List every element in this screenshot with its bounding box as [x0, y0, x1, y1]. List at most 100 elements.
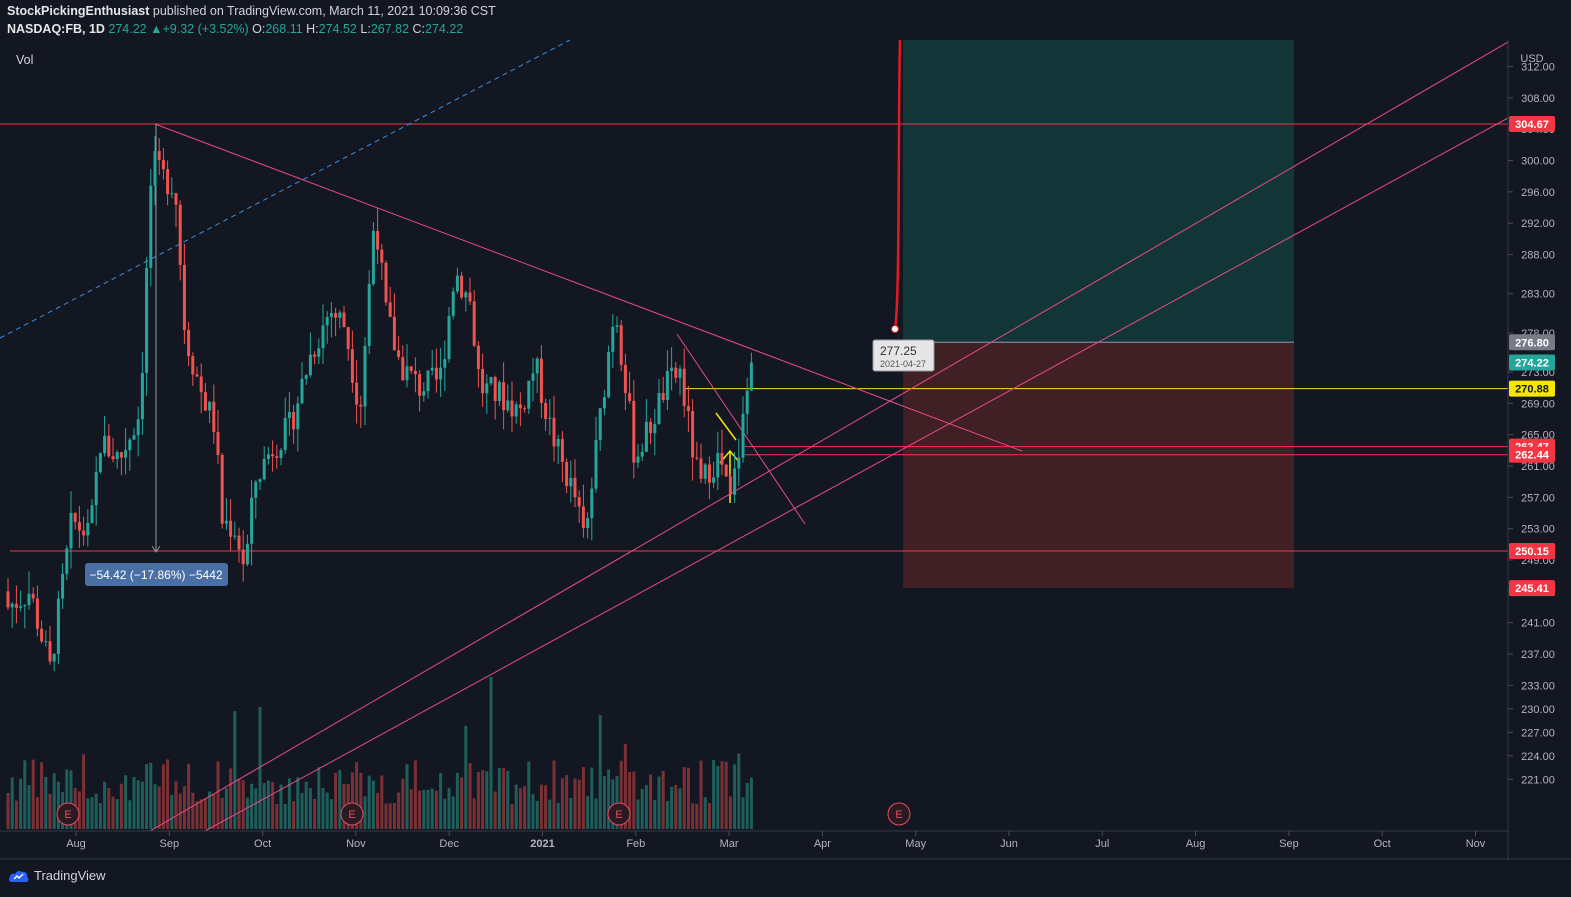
candle-body — [170, 193, 174, 195]
candle-body — [418, 374, 422, 396]
volume-bar — [422, 789, 426, 829]
price-label: 245.41 — [1509, 580, 1555, 597]
volume-bar — [31, 759, 35, 829]
volume-bar — [476, 771, 480, 829]
candle-body — [187, 330, 191, 357]
candle-body — [497, 382, 501, 402]
candle-body — [405, 366, 409, 381]
profit-zone — [903, 40, 1294, 343]
candle-body — [695, 457, 699, 459]
candle-body — [447, 315, 451, 360]
earnings-marker-label: E — [64, 809, 71, 821]
candle-body — [720, 452, 724, 465]
volume-bar — [691, 803, 695, 829]
price-tick-label: 257.00 — [1521, 492, 1555, 504]
price-tick-label: 283.00 — [1521, 289, 1555, 301]
candle-body — [128, 439, 132, 451]
volume-bar — [98, 803, 102, 829]
volume-bar — [233, 711, 237, 829]
volume-bar — [308, 788, 312, 829]
candle-body — [409, 366, 413, 371]
volume-bar — [544, 785, 548, 829]
candle-body — [283, 418, 287, 450]
time-axis[interactable]: Aug Sep Oct Nov Dec 2021 Feb Mar Apr May Jun Jul Aug… — [66, 831, 1486, 850]
candle-body — [539, 358, 543, 404]
volume-bar — [19, 778, 23, 829]
candle-body — [586, 518, 590, 529]
volume-bar — [6, 793, 10, 829]
volume-bar — [397, 792, 401, 829]
volume-bar — [598, 715, 602, 829]
candle-body — [245, 543, 249, 565]
candle-body — [52, 654, 56, 662]
volume-bar — [388, 803, 392, 829]
volume-bar — [539, 784, 543, 829]
symbol-interval[interactable]: NASDAQ:FB, 1D — [7, 22, 105, 36]
volume-bar — [271, 781, 275, 829]
measure-tool-label[interactable]: −54.42 (−17.86%) −5442 — [85, 563, 228, 586]
candle-body — [275, 456, 279, 459]
candle-body — [329, 312, 333, 318]
candle-body — [241, 549, 245, 565]
volume-bar — [14, 800, 18, 829]
candle-body — [502, 382, 506, 411]
candle-body — [304, 375, 308, 379]
volume-bar — [279, 784, 283, 829]
volume-bar — [619, 760, 623, 829]
candle-body — [48, 641, 52, 662]
high-label: H: — [306, 22, 319, 36]
volume-bar — [653, 799, 657, 829]
volume-bar — [455, 773, 459, 829]
candle-body — [661, 393, 665, 400]
candle-body — [157, 151, 161, 160]
volume-bar — [10, 777, 14, 829]
earnings-marker[interactable] — [56, 802, 80, 826]
volume-bar — [208, 791, 212, 829]
volume-bar — [254, 788, 258, 829]
volume-bar — [443, 798, 447, 829]
author-name[interactable]: StockPickingEnthusiast — [7, 4, 150, 18]
volume-bar — [195, 801, 199, 829]
price-label-text: 250.15 — [1515, 546, 1549, 558]
earnings-marker[interactable] — [340, 802, 364, 826]
time-tick-label: May — [905, 838, 926, 850]
earnings-marker[interactable] — [887, 802, 911, 826]
volume-bar — [325, 792, 329, 829]
candle-body — [367, 284, 371, 347]
earnings-marker[interactable] — [607, 802, 631, 826]
low-value: 267.82 — [370, 22, 410, 36]
volume-bar — [103, 781, 107, 829]
tradingview-logo[interactable]: TradingView — [8, 868, 106, 883]
price-tick-label: 308.00 — [1521, 93, 1555, 105]
volume-bar — [493, 791, 497, 829]
candle-body — [737, 457, 741, 469]
volume-bar — [577, 779, 581, 829]
volume-bar — [678, 788, 682, 829]
volume-bar — [565, 775, 569, 829]
volume-bar — [741, 797, 745, 829]
candle-body — [678, 368, 682, 378]
volume-bar — [94, 793, 98, 829]
volume-bar — [170, 794, 174, 829]
candle-body — [615, 325, 619, 327]
candle-body — [653, 424, 657, 434]
candle-body — [703, 464, 707, 479]
drawings — [0, 40, 1508, 831]
volume-bar — [686, 767, 690, 829]
chart-header: StockPickingEnthusiast published on Trad… — [0, 0, 1571, 40]
price-tick-label: 227.00 — [1521, 727, 1555, 739]
price-labels: 304.67276.80274.22270.88263.47262.44250.… — [1509, 116, 1555, 597]
volume-bar — [703, 797, 707, 829]
volume-bar — [434, 790, 438, 829]
candle-body — [594, 439, 598, 489]
volume-bar — [241, 780, 245, 829]
candle-body — [182, 264, 186, 331]
volume-bar — [82, 754, 86, 829]
projection-label[interactable]: 277.25 2021-04-27 — [872, 339, 935, 372]
measure-arrow-icon — [151, 545, 161, 553]
price-tick-label: 241.00 — [1521, 618, 1555, 630]
candle-body — [279, 449, 283, 459]
candle-body — [514, 404, 518, 417]
candle-body — [439, 367, 443, 380]
